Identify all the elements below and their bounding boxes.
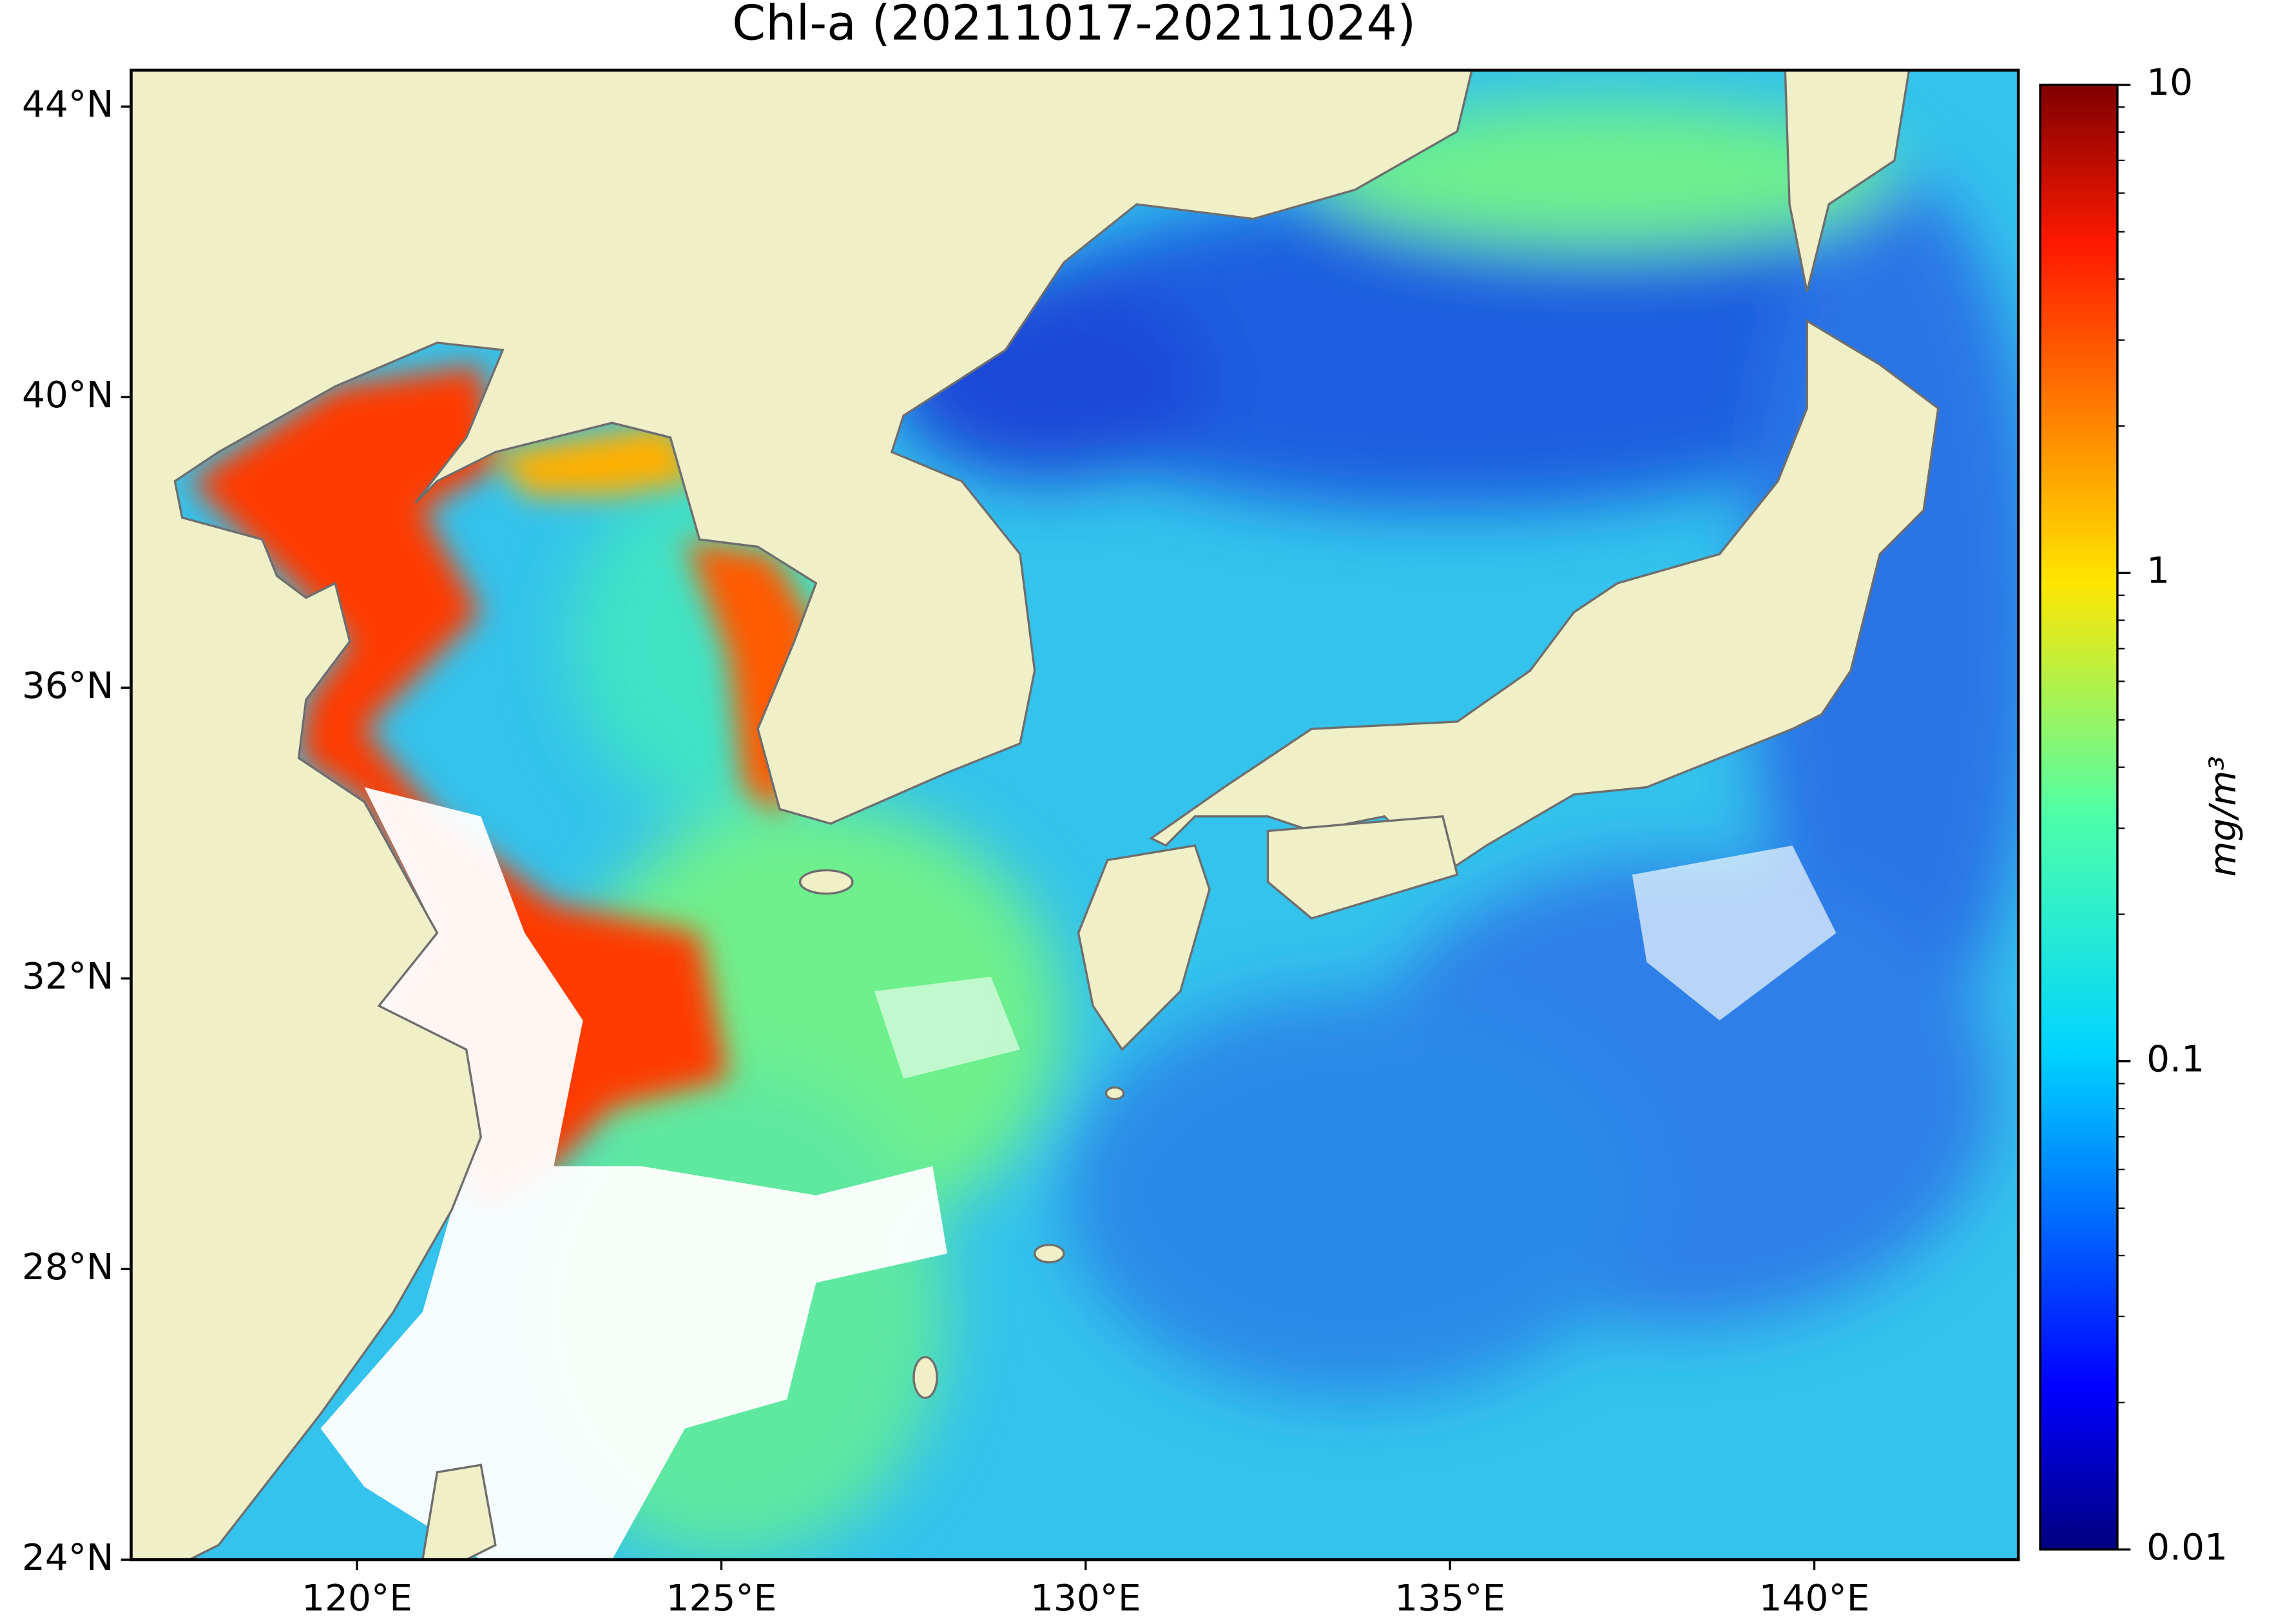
x-tick-label: 140°E [1759, 1578, 1870, 1619]
x-tick-label: 120°E [302, 1578, 412, 1619]
y-tick-label: 36°N [22, 665, 113, 707]
land [131, 70, 1940, 1560]
colorbar [2039, 83, 2119, 1551]
y-tick-label: 24°N [22, 1537, 113, 1579]
y-tick-label: 32°N [22, 956, 113, 998]
colorbar-tick-label: 0.1 [2146, 1038, 2204, 1080]
y-tick-label: 40°N [22, 374, 113, 416]
colorbar-tick-label: 10 [2146, 62, 2193, 104]
map-frame [130, 68, 2020, 1561]
y-tick-label: 44°N [22, 84, 113, 126]
x-tick-label: 130°E [1030, 1578, 1141, 1619]
map-title: Chl-a (20211017-20211024) [732, 0, 1416, 52]
cloud-mask [320, 787, 1837, 1560]
map-area [131, 70, 2019, 1560]
x-tick-label: 135°E [1394, 1578, 1505, 1619]
colorbar-label: mg/m³ [2203, 756, 2244, 877]
colorbar-tick-label: 1 [2146, 550, 2170, 592]
colorbar-tick-label: 0.01 [2146, 1527, 2228, 1569]
y-tick-label: 28°N [22, 1246, 113, 1288]
x-tick-label: 125°E [666, 1578, 777, 1619]
